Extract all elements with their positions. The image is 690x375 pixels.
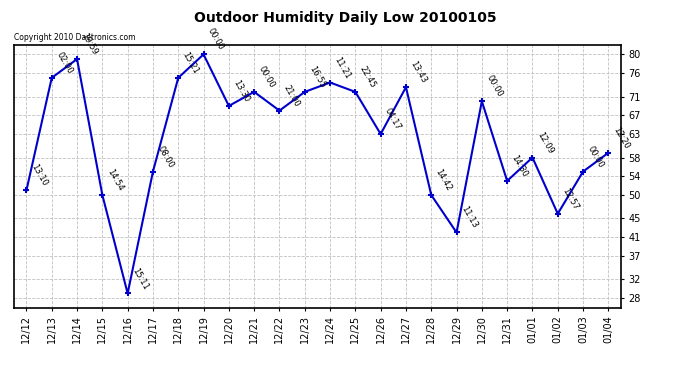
- Text: 04:17: 04:17: [383, 106, 403, 132]
- Text: 15:21: 15:21: [181, 50, 201, 75]
- Text: Outdoor Humidity Daily Low 20100105: Outdoor Humidity Daily Low 20100105: [194, 11, 496, 25]
- Text: 11:13: 11:13: [459, 205, 479, 230]
- Text: 08:00: 08:00: [155, 144, 175, 169]
- Text: 19:59: 19:59: [79, 32, 99, 57]
- Text: 00:00: 00:00: [484, 74, 504, 99]
- Text: 13:30: 13:30: [231, 78, 251, 104]
- Text: 11:21: 11:21: [333, 55, 353, 80]
- Text: 21:00: 21:00: [282, 83, 302, 108]
- Text: 14:42: 14:42: [434, 168, 453, 193]
- Text: 00:00: 00:00: [586, 144, 605, 169]
- Text: 12:09: 12:09: [535, 130, 555, 155]
- Text: 00:00: 00:00: [206, 27, 226, 52]
- Text: 02:00: 02:00: [55, 50, 74, 75]
- Text: 12:20: 12:20: [611, 125, 631, 150]
- Text: 16:55: 16:55: [307, 64, 327, 90]
- Text: 14:54: 14:54: [105, 168, 125, 193]
- Text: 00:00: 00:00: [257, 64, 277, 90]
- Text: 15:11: 15:11: [130, 266, 150, 291]
- Text: Copyright 2010 Daetronics.com: Copyright 2010 Daetronics.com: [14, 33, 135, 42]
- Text: 14:30: 14:30: [510, 153, 529, 178]
- Text: 22:45: 22:45: [358, 64, 377, 90]
- Text: 12:57: 12:57: [560, 186, 580, 211]
- Text: 13:10: 13:10: [29, 163, 49, 188]
- Text: 13:43: 13:43: [408, 60, 428, 85]
